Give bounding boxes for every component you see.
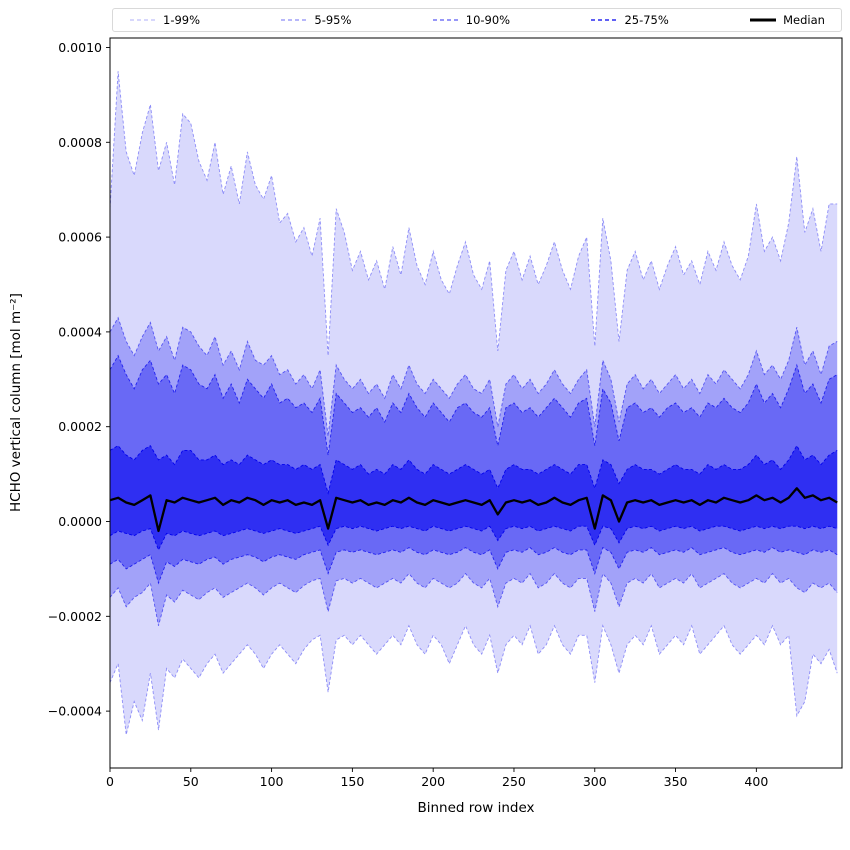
y-tick-label: 0.0004 <box>58 324 102 339</box>
axis-y-label: HCHO vertical column [mol m⁻²] <box>8 293 24 513</box>
x-tick-label: 150 <box>340 774 364 789</box>
y-tick-label: −0.0004 <box>48 704 102 719</box>
legend-label: 25-75% <box>624 13 669 27</box>
band-edge-lower-5-95- <box>109 572 838 626</box>
x-tick-label: 200 <box>421 774 445 789</box>
y-tick-label: 0.0000 <box>58 514 102 529</box>
legend-label: 10-90% <box>465 13 511 27</box>
dashed-line-sample-icon <box>432 19 459 21</box>
band-edge-upper-1-99- <box>109 71 838 356</box>
x-tick-label: 100 <box>260 774 284 789</box>
legend: 1-99% 5-95% 10-90% 25-75% Median <box>112 8 842 32</box>
axis-x-label: Binned row index <box>417 800 535 816</box>
legend-item-25-75-: 25-75% <box>590 13 669 27</box>
x-tick-label: 50 <box>183 774 199 789</box>
median-line <box>109 487 838 533</box>
x-tick-label: 0 <box>106 774 114 789</box>
band-edge-upper-25-75- <box>109 444 838 495</box>
legend-label: 1-99% <box>163 13 201 27</box>
y-tick-label: 0.0010 <box>58 40 102 55</box>
band-edge-lower-1-99- <box>109 624 838 735</box>
x-tick-label: 400 <box>744 774 768 789</box>
legend-label: 5-95% <box>314 13 352 27</box>
band-25-75- <box>110 445 838 550</box>
band-1-99- <box>110 71 838 735</box>
axes-border <box>109 37 843 769</box>
legend-label: Median <box>783 13 825 27</box>
x-tick-label: 300 <box>583 774 607 789</box>
y-tick-label: 0.0002 <box>58 419 102 434</box>
legend-item-1-99-: 1-99% <box>129 13 200 27</box>
median-line-sample-icon <box>750 18 777 22</box>
x-tick-label: 350 <box>664 774 688 789</box>
legend-item-median: Median <box>749 13 825 27</box>
dashed-line-sample-icon <box>591 19 618 21</box>
band-edge-lower-10-90- <box>109 546 838 585</box>
y-tick-label: 0.0006 <box>58 230 102 245</box>
x-tick-label: 250 <box>502 774 526 789</box>
y-tick-label: −0.0002 <box>48 609 102 624</box>
dashed-line-sample-icon <box>281 19 308 21</box>
legend-item-10-90-: 10-90% <box>432 13 510 27</box>
y-tick-label: 0.0008 <box>58 135 102 150</box>
legend-item-5-95-: 5-95% <box>280 13 351 27</box>
dashed-line-sample-icon <box>130 19 156 21</box>
band-edge-upper-10-90- <box>109 354 838 456</box>
